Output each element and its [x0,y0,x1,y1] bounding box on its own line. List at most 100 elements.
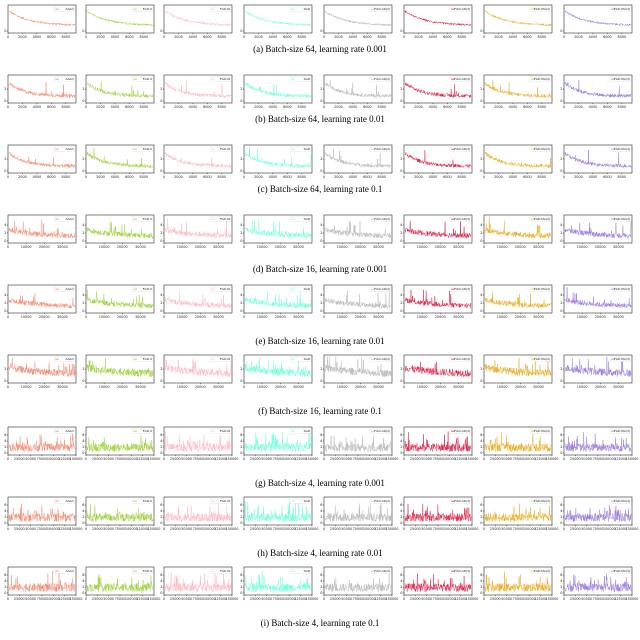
series-line [484,571,552,592]
legend-box [529,6,552,12]
series-line [8,82,76,99]
x-tick-label: 20000 [195,385,206,389]
y-tick-label: 4 [160,293,162,297]
x-tick-label: 125000 [214,597,227,601]
legend-box [369,286,392,292]
legend-box [369,216,392,222]
legend-label: FGD-MA(2) [534,7,550,11]
y-tick-label: 2 [160,585,162,589]
legend-box [131,356,154,362]
legend-box [529,216,552,222]
x-tick-label: 125000 [58,527,71,531]
x-tick-label: 0 [563,175,565,179]
x-tick-label: 20000 [595,315,606,319]
x-tick-label: 75000 [593,527,604,531]
x-tick-label: 10000 [497,245,508,249]
legend-label: Adam [66,77,75,81]
x-tick-label: 75000 [513,527,524,531]
series-line [564,149,632,168]
y-tick-label: 0 [4,99,6,103]
x-tick-label: 0 [85,597,87,601]
legend-box [53,146,76,152]
x-tick-label: 25000 [490,527,501,531]
y-tick-label: 0 [400,239,402,243]
x-tick-label: 50000 [103,527,114,531]
x-tick-label: 0 [85,315,87,319]
y-tick-label: 6 [560,433,562,437]
y-tick-label: 0 [240,451,242,455]
x-tick-label: 50000 [581,527,592,531]
panel-4-7: 0 2 4 0 10000 20000 30000 FGD-MA(3) [560,284,633,319]
y-tick-label: 0 [240,99,242,103]
legend-label: FGD-W [220,499,230,503]
panel-2-2: 0 2 0 2000 4000 6000 8000 FGD-W [160,144,233,179]
y-tick-label: 2 [480,157,482,161]
y-tick-label: 0 [82,451,84,455]
x-tick-label: 25000 [410,597,421,601]
x-tick-label: 0 [7,175,9,179]
y-tick-label: 2 [480,231,482,235]
x-tick-label: 4000 [349,105,358,109]
y-tick-label: 0 [4,169,6,173]
x-tick-label: 6000 [443,105,452,109]
x-tick-label: 50000 [501,457,512,461]
legend-label: Adam [66,499,75,503]
x-tick-label: 4000 [509,105,518,109]
panel-5-7: 0 2 0 10000 20000 30000 FGD-MA(3) [560,354,633,389]
x-tick-label: 100000 [125,457,138,461]
panel-1-5: 0 2 0 2000 4000 6000 8000 FGD-AR(3) [400,74,473,109]
x-tick-label: 8000 [538,175,547,179]
series-line [484,152,552,169]
x-tick-label: 6000 [523,175,532,179]
x-tick-label: 75000 [353,527,364,531]
y-tick-label: 2 [82,515,84,519]
legend-box [53,498,76,504]
x-tick-label: 10000 [21,385,32,389]
x-tick-label: 150000 [226,457,239,461]
x-tick-label: 125000 [58,597,71,601]
y-tick-label: 6 [320,433,322,437]
x-tick-label: 6000 [363,35,372,39]
y-tick-label: 4 [82,509,84,513]
x-tick-label: 0 [563,105,565,109]
legend-box [449,498,472,504]
y-tick-label: 6 [240,433,242,437]
x-tick-label: 0 [483,315,485,319]
y-tick-label: 2 [160,157,162,161]
x-tick-label: 0 [243,35,245,39]
y-tick-label: 2 [560,585,562,589]
series-line [564,356,632,377]
legend-box [609,76,632,82]
x-tick-label: 25000 [170,597,181,601]
y-tick-label: 0 [400,169,402,173]
legend-box [529,76,552,82]
legend-label: FGD-AR(2) [374,287,390,291]
y-tick-label: 4 [160,509,162,513]
x-tick-label: 6000 [203,105,212,109]
legend-label: SGD [304,569,311,573]
x-tick-label: 6000 [47,175,56,179]
legend-box [449,428,472,434]
series-line [164,218,232,239]
y-tick-label: 0 [82,591,84,595]
series-line [244,571,312,593]
panel-0-2: 00 2000 4000 6000 8000 FGD-W [160,4,233,39]
x-tick-label: 25000 [330,457,341,461]
y-tick-label: 4 [480,293,482,297]
panel-0-3: 00 2000 4000 6000 8000 SGD [240,4,313,39]
panel-3-4: 0 2 4 0 10000 20000 30000 FGD-AR(2) [320,214,393,249]
legend-label: Adam [66,217,75,221]
x-tick-label: 25000 [14,597,25,601]
series-line [564,287,632,309]
y-tick-label: 0 [480,169,482,173]
y-tick-label: 6 [480,573,482,577]
series-line [164,356,232,378]
legend-label: FGD-MA(3) [614,429,630,433]
legend-box [209,6,232,12]
x-tick-label: 10000 [417,245,428,249]
